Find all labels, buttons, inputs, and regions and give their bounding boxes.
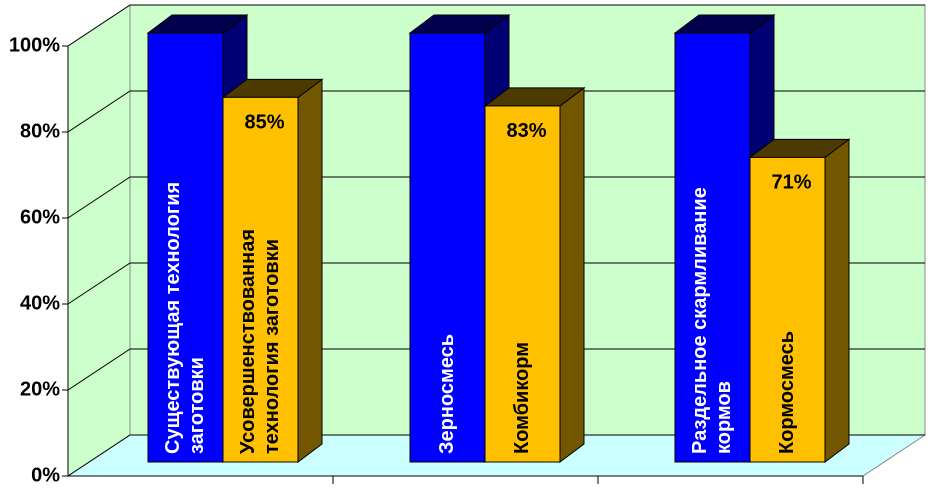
y-tick-label: 60%	[20, 206, 60, 228]
bar-label: Существующая технология	[162, 182, 184, 454]
bar	[749, 156, 826, 463]
value-label: 83%	[506, 120, 546, 142]
bar-side	[559, 86, 585, 463]
y-tick-label: 80%	[20, 120, 60, 142]
grid-line	[67, 434, 925, 477]
grid-line	[67, 90, 925, 133]
bar-label: Усовершенствованная	[237, 229, 259, 454]
grid-line	[67, 176, 925, 219]
value-label: 85%	[244, 112, 284, 134]
bar-label: заготовки	[186, 357, 208, 454]
bar-label: кормов	[713, 381, 735, 454]
y-tick-label: 40%	[20, 292, 60, 314]
bar	[409, 32, 486, 463]
bar-label: Раздельное скармливание	[689, 187, 711, 454]
bar	[147, 32, 224, 463]
bar-side	[824, 138, 850, 463]
bar-label: Кормосмесь	[776, 331, 798, 454]
bar-label: технология заготовки	[261, 239, 283, 454]
bar-side	[297, 78, 323, 463]
grid-line	[67, 4, 925, 47]
left-wall	[67, 4, 131, 477]
grid-line	[67, 262, 925, 305]
bar	[222, 96, 299, 463]
value-label: 71%	[771, 172, 811, 194]
y-tick-label: 0%	[31, 464, 60, 486]
bar-label: Зерносмесь	[436, 334, 458, 454]
bar-label: Комбикорм	[511, 342, 533, 454]
bar	[674, 32, 751, 463]
y-tick-label: 100%	[9, 34, 60, 56]
y-tick-label: 20%	[20, 378, 60, 400]
bar	[484, 105, 561, 463]
grid-line	[67, 348, 925, 391]
